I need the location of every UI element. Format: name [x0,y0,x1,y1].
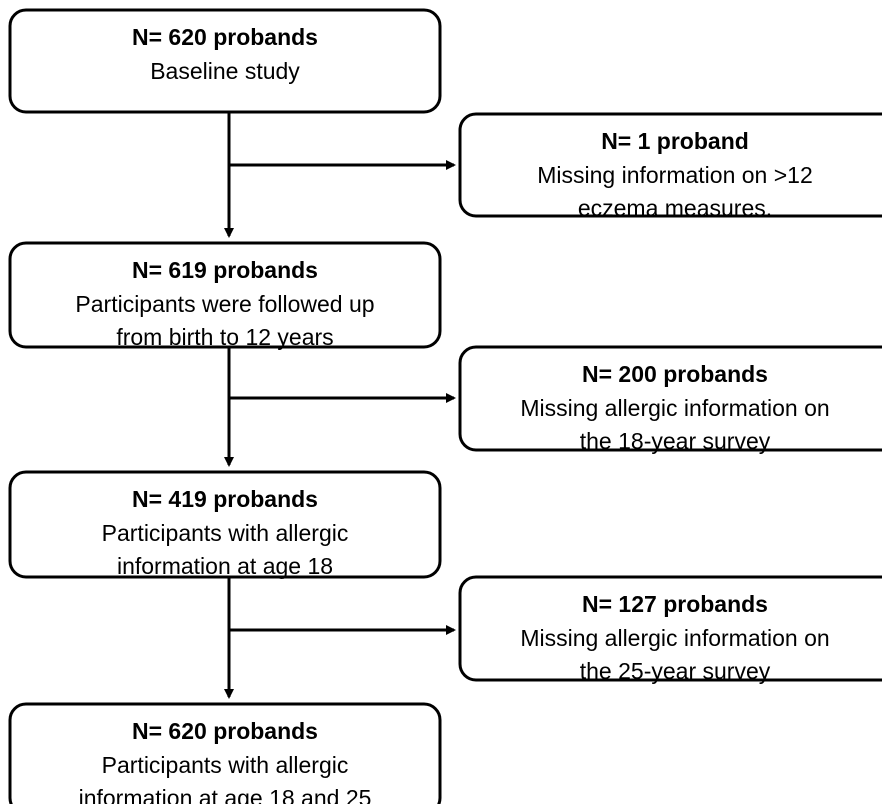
node-text: Missing allergic information on [520,395,829,421]
node-text: the 18-year survey [580,428,771,454]
node-box [458,345,882,452]
node-title: N= 419 probands [132,486,318,512]
node-box [8,8,442,114]
node-text: from birth to 12 years [116,324,333,350]
node-title: N= 620 probands [132,718,318,744]
node-box [458,112,882,218]
node-box [8,702,442,804]
node-text: Participants with allergic [102,520,349,546]
node-text: Missing allergic information on [520,625,829,651]
node-text: the 25-year survey [580,658,771,684]
node-text: Participants with allergic [102,752,349,778]
node-title: N= 1 proband [601,128,749,154]
node-box [8,241,442,349]
node-text: Participants were followed up [75,291,374,317]
node-text: information at age 18 [117,553,333,579]
node-box [8,470,442,579]
node-text: eczema measures. [578,195,772,221]
node-text: Baseline study [150,58,300,84]
node-title: N= 200 probands [582,361,768,387]
node-text: information at age 18 and 25 [79,785,372,804]
node-text: Missing information on >12 [537,162,813,188]
node-title: N= 127 probands [582,591,768,617]
node-title: N= 619 probands [132,257,318,283]
node-title: N= 620 probands [132,24,318,50]
node-box [458,575,882,682]
